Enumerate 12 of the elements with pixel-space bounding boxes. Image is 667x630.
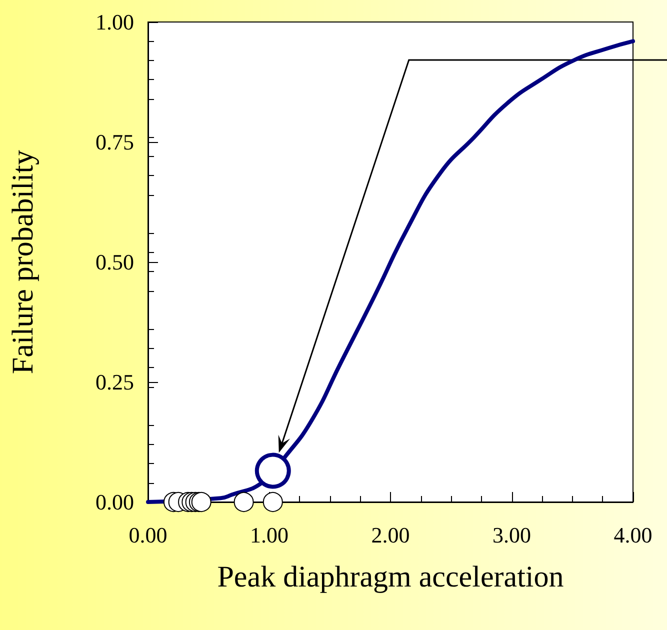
x-tick-label: 3.00: [492, 522, 531, 548]
x-tick-label: 4.00: [614, 522, 652, 548]
x-tick-label: 0.00: [128, 522, 168, 548]
x-tick-label: 2.00: [371, 522, 410, 548]
y-axis-title: Failure probability: [6, 150, 40, 374]
y-tick-label: 0.50: [96, 250, 134, 274]
x-tick-label: 1.00: [250, 522, 288, 548]
y-tick-label: 0.75: [96, 130, 134, 154]
x-axis-title: Peak diaphragm acceleration: [217, 560, 564, 594]
y-tick-label: 0.25: [96, 370, 134, 394]
y-tick-label: 1.00: [96, 10, 134, 34]
y-tick-label: 0.00: [96, 490, 134, 514]
